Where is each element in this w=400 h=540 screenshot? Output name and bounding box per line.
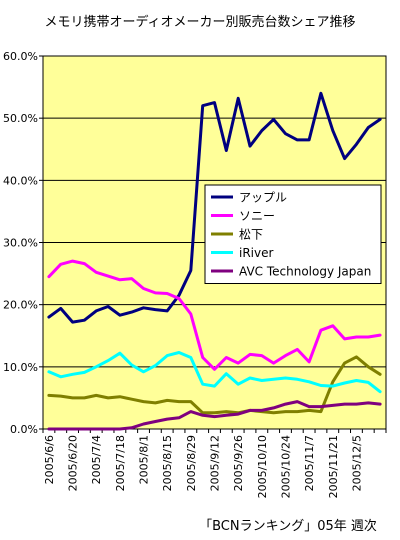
- y-tick-label: 60.0%: [3, 50, 38, 63]
- x-tick-label: 2005/8/29: [185, 435, 198, 491]
- x-axis: 2005/6/6 2005/6/20 2005/7/4 2005/7/18 2005/8…: [42, 429, 387, 498]
- y-tick-label: 30.0%: [3, 237, 38, 250]
- series-line: [47, 259, 382, 371]
- x-tick-label: 2005/11/7: [303, 435, 316, 491]
- y-tick-label: 10.0%: [3, 361, 38, 374]
- x-tick-label: 2005/7/18: [114, 435, 127, 491]
- x-tick-label: 2005/9/26: [232, 435, 245, 491]
- y-tick-label: 20.0%: [3, 299, 38, 312]
- x-tick-label: 2005/10/24: [279, 435, 292, 498]
- x-tick-label: 2005/12/5: [350, 435, 363, 491]
- series-line: [47, 351, 382, 394]
- x-tick-label: 2005/11/21: [327, 435, 340, 498]
- series-line: [47, 355, 382, 415]
- x-tick-label: 2005/8/15: [161, 435, 174, 491]
- x-tick-label: 2005/9/12: [209, 435, 222, 491]
- y-tick-label: 50.0%: [3, 112, 38, 125]
- legend-label: 松下: [239, 228, 263, 242]
- legend-label: アップル: [239, 191, 287, 205]
- series-line: [47, 91, 382, 324]
- x-tick-label: 2005/6/6: [43, 435, 56, 484]
- y-axis: 0.0% 10.0% 20.0% 30.0% 40.0% 50.0% 60.0%: [3, 50, 43, 436]
- source-note: 「BCNランキング」05年 週次: [199, 518, 377, 534]
- legend-box: [204, 184, 382, 284]
- series-line: [47, 400, 382, 431]
- legend-label: AVC Technology Japan: [239, 265, 371, 279]
- x-tick-label: 2005/10/10: [256, 435, 269, 498]
- x-tick-label: 2005/7/4: [90, 435, 103, 484]
- legend-label: ソニー: [239, 209, 275, 223]
- series-lines: [47, 91, 382, 431]
- x-tick-label: 2005/6/20: [67, 435, 80, 491]
- y-tick-label: 0.0%: [10, 423, 38, 436]
- x-tick-label: 2005/8/1: [138, 435, 151, 484]
- chart-title: メモリ携帯オーディオメーカー別販売台数シェア推移: [44, 14, 355, 30]
- y-tick-label: 40.0%: [3, 174, 38, 187]
- legend-label: iRiver: [239, 246, 273, 260]
